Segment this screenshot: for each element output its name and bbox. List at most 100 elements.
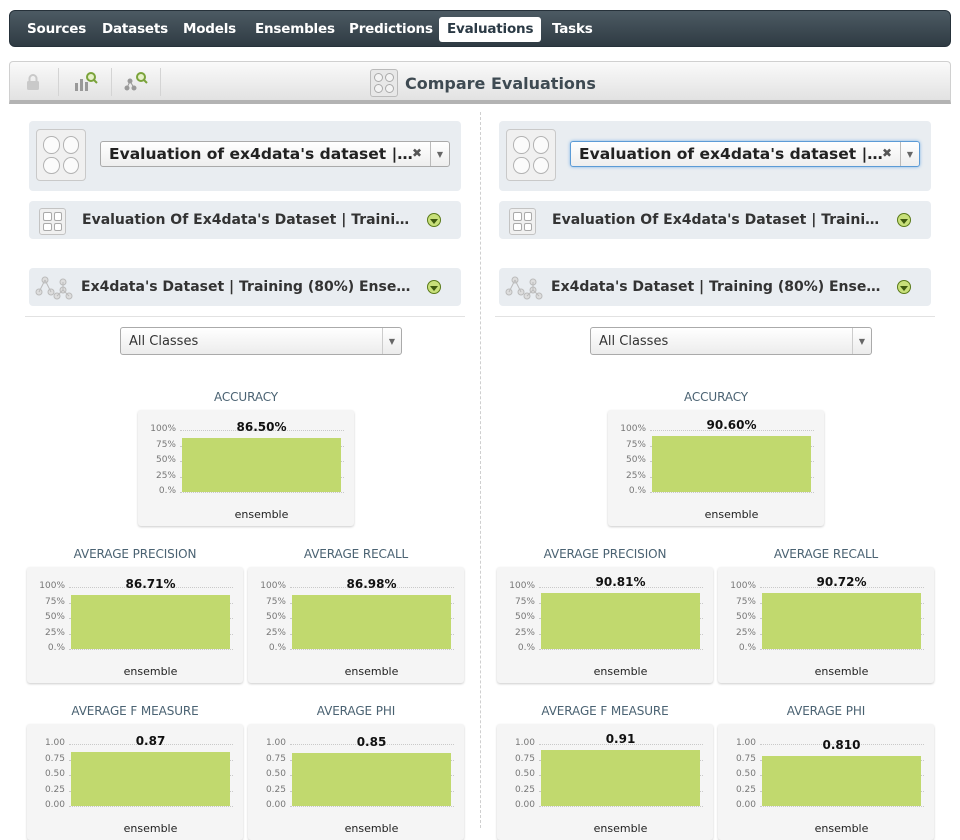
expand-icon[interactable] — [897, 280, 911, 294]
bar-ensemble — [762, 756, 921, 806]
y-tick-label: 0.% — [517, 643, 535, 653]
page-title-text: Compare Evaluations — [405, 73, 596, 93]
tab-predictions[interactable]: Predictions — [349, 21, 433, 37]
chevron-down-icon[interactable]: ▼ — [900, 142, 919, 166]
grid-line — [539, 587, 703, 588]
clear-icon[interactable]: ✖ — [412, 146, 423, 160]
evaluation-select[interactable]: Evaluation of ex4data's dataset | Traini… — [100, 141, 450, 167]
bar-value-label: 86.50% — [236, 420, 287, 434]
bar-value-label: 0.810 — [822, 738, 861, 752]
y-tick-label: 0.25 — [735, 784, 756, 795]
bar-value-label: 86.71% — [125, 577, 176, 591]
y-tick-label: 75% — [265, 596, 286, 607]
x-tick-label: ensemble — [344, 822, 399, 835]
tab-models[interactable]: Models — [183, 21, 236, 37]
evaluation-select-value: Evaluation of ex4data's dataset | Traini… — [109, 145, 414, 163]
bar-ensemble — [292, 753, 451, 806]
column-divider — [480, 112, 481, 828]
tab-evaluations[interactable]: Evaluations — [439, 17, 542, 42]
ensemble-row[interactable]: Ex4data's Dataset | Training (80%) Ensem… — [29, 268, 461, 306]
bar-ensemble — [71, 595, 230, 649]
tree-search-icon[interactable] — [120, 68, 150, 96]
y-tick-label: 100% — [39, 581, 65, 591]
evaluation-icon — [506, 129, 556, 181]
y-tick-label: 50% — [514, 612, 535, 622]
x-tick-label: ensemble — [593, 822, 648, 835]
tab-datasets[interactable]: Datasets — [102, 21, 168, 37]
chevron-down-icon[interactable]: ▼ — [382, 328, 401, 354]
ensemble-icon — [35, 276, 73, 300]
expand-icon[interactable] — [897, 213, 911, 227]
chart-accuracy: 100% 75% 50% 25% 0.% 90.60% ensemble — [608, 410, 824, 526]
main-nav: Sources Datasets Models Ensembles Predic… — [9, 10, 951, 47]
clear-icon[interactable]: ✖ — [882, 146, 893, 160]
chart-precision: 100% 75% 50% 25% 0.% 86.71% ensemble — [27, 567, 243, 683]
y-tick-label: 75% — [44, 596, 65, 607]
grid-line — [760, 649, 924, 650]
evaluation-row[interactable]: Evaluation Of Ex4data's Dataset | Traini… — [499, 201, 931, 239]
metric-title-precision: AVERAGE PRECISION — [543, 547, 667, 561]
y-tick-label: 25% — [265, 627, 286, 638]
y-tick-label: 0.75 — [514, 753, 535, 764]
y-tick-label: 50% — [735, 612, 756, 622]
chevron-down-icon[interactable]: ▼ — [430, 142, 449, 166]
bar-ensemble — [71, 752, 230, 806]
grid-line — [69, 649, 233, 650]
ensemble-label: Ex4data's Dataset | Training (80%) Ensem… — [81, 279, 416, 295]
evaluation-row[interactable]: Evaluation Of Ex4data's Dataset | Traini… — [29, 201, 461, 239]
bar-value-label: 0.91 — [605, 732, 636, 746]
tab-tasks[interactable]: Tasks — [552, 21, 593, 37]
y-tick-label: 0.50 — [514, 769, 535, 779]
y-tick-label: 0.% — [158, 486, 176, 496]
y-tick-label: 75% — [625, 439, 646, 450]
ensemble-label: Ex4data's Dataset | Training (80%) Ensem… — [551, 279, 886, 295]
y-tick-label: 25% — [735, 627, 756, 638]
lock-icon[interactable] — [18, 68, 48, 96]
metric-title-accuracy: ACCURACY — [683, 390, 749, 404]
y-tick-label: 0.25 — [265, 784, 286, 795]
expand-icon[interactable] — [427, 280, 441, 294]
evaluation-select[interactable]: Evaluation of ex4data's dataset | Traini… — [570, 141, 920, 167]
y-tick-label: 100% — [509, 581, 535, 591]
x-tick-label: ensemble — [814, 665, 869, 678]
chevron-down-icon[interactable]: ▼ — [852, 328, 871, 354]
evaluation-selector-panel: Evaluation of ex4data's dataset | Traini… — [499, 121, 931, 191]
y-tick-label: 0.50 — [44, 769, 65, 779]
grid-line — [290, 649, 454, 650]
class-select[interactable]: All Classes ▼ — [590, 327, 872, 355]
bar-ensemble — [541, 750, 700, 806]
evaluation-column-right: Evaluation of ex4data's dataset | Traini… — [495, 112, 960, 840]
grid-line — [290, 587, 454, 588]
grid-line — [69, 587, 233, 588]
tab-ensembles[interactable]: Ensembles — [255, 21, 335, 37]
tab-sources[interactable]: Sources — [27, 21, 87, 37]
toolbar-separator — [58, 68, 59, 96]
grid-line — [760, 806, 924, 807]
y-tick-label: 50% — [625, 455, 646, 465]
chart-recall: 100% 75% 50% 25% 0.% 86.98% ensemble — [248, 567, 464, 683]
y-tick-label: 1.00 — [44, 738, 65, 748]
y-tick-label: 1.00 — [735, 738, 756, 748]
evaluation-label: Evaluation Of Ex4data's Dataset | Traini… — [82, 212, 417, 228]
metric-title-recall: AVERAGE RECALL — [303, 547, 409, 561]
chart-fmeasure: 1.00 0.75 0.50 0.25 0.00 0.87 ensemble — [27, 724, 243, 840]
grid-line — [290, 806, 454, 807]
y-tick-label: 0.50 — [735, 769, 756, 779]
x-tick-label: ensemble — [123, 822, 178, 835]
x-tick-label: ensemble — [704, 508, 759, 521]
chart-search-icon[interactable] — [70, 68, 100, 96]
y-tick-label: 0.75 — [735, 753, 756, 764]
bar-ensemble — [182, 438, 341, 492]
evaluation-column-left: Evaluation of ex4data's dataset | Traini… — [25, 112, 495, 840]
grid-line — [290, 744, 454, 745]
bar-ensemble — [292, 595, 451, 649]
y-tick-label: 25% — [625, 470, 646, 481]
evaluation-small-icon — [39, 208, 66, 235]
grid-line — [539, 806, 703, 807]
ensemble-row[interactable]: Ex4data's Dataset | Training (80%) Ensem… — [499, 268, 931, 306]
y-tick-label: 0.00 — [44, 800, 65, 810]
section-divider — [25, 316, 465, 317]
class-select[interactable]: All Classes ▼ — [120, 327, 402, 355]
y-tick-label: 50% — [155, 455, 176, 465]
expand-icon[interactable] — [427, 213, 441, 227]
